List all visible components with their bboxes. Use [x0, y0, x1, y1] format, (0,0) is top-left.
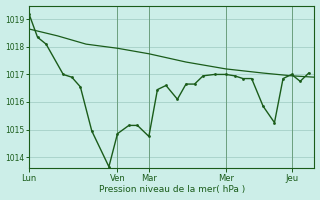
X-axis label: Pression niveau de la mer( hPa ): Pression niveau de la mer( hPa ) [99, 185, 245, 194]
